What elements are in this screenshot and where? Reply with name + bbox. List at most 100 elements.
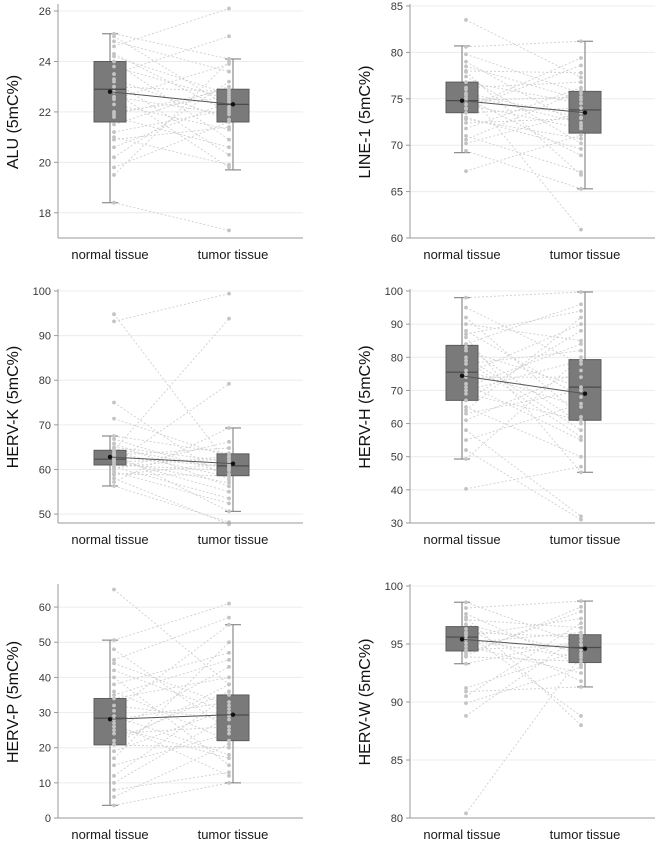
data-point-tumor <box>227 724 231 729</box>
y-tick-label: 70 <box>39 420 51 432</box>
data-point-normal <box>464 335 468 340</box>
data-point-tumor <box>579 368 583 373</box>
data-point-tumor <box>579 136 583 141</box>
paired-line <box>113 782 230 806</box>
paired-line <box>465 403 582 441</box>
data-point-tumor <box>579 375 583 380</box>
data-point-normal <box>464 689 468 694</box>
data-point-normal <box>464 295 468 300</box>
data-point-normal <box>112 102 116 107</box>
y-tick-label: 65 <box>391 187 403 199</box>
data-point-tumor <box>227 717 231 722</box>
data-point-tumor <box>579 395 583 399</box>
paired-line <box>113 35 230 108</box>
data-point-normal <box>112 54 116 59</box>
y-tick-label: 26 <box>39 6 51 18</box>
box-iqr <box>216 694 250 742</box>
paired-line <box>113 691 230 742</box>
data-point-tumor <box>227 501 231 506</box>
paired-line <box>113 56 230 95</box>
paired-line <box>465 356 582 431</box>
data-point-tumor <box>227 6 231 11</box>
mean-line <box>461 375 586 395</box>
data-point-tumor <box>579 106 583 110</box>
paired-line <box>113 662 230 706</box>
y-tick-label: 80 <box>39 375 51 387</box>
data-point-normal <box>464 322 468 327</box>
data-point-normal <box>464 169 468 174</box>
mean-dot <box>107 717 113 722</box>
data-point-normal <box>464 653 468 658</box>
paired-line <box>465 449 582 521</box>
mean-line <box>109 456 234 465</box>
data-point-tumor <box>579 514 583 519</box>
data-point-tumor <box>579 434 583 439</box>
paired-line <box>465 601 582 645</box>
data-point-tumor <box>579 116 583 121</box>
mean-dot <box>459 98 465 103</box>
data-point-tumor <box>579 80 583 84</box>
data-point-tumor <box>227 650 231 655</box>
data-point-tumor <box>227 489 231 494</box>
paired-line <box>465 118 582 140</box>
paired-line <box>113 452 230 478</box>
data-point-tumor <box>227 710 231 715</box>
data-point-normal <box>464 342 468 346</box>
data-point-tumor <box>579 97 583 102</box>
data-point-normal <box>112 447 116 451</box>
paired-line <box>113 443 230 487</box>
mean-dot <box>459 373 465 379</box>
data-point-tumor <box>579 227 583 232</box>
data-point-tumor <box>579 342 583 346</box>
paired-line <box>113 715 230 784</box>
data-point-normal <box>112 130 116 134</box>
paired-line <box>465 666 582 704</box>
mean-line <box>109 714 234 720</box>
data-point-tumor <box>227 763 231 768</box>
data-point-normal <box>464 74 468 79</box>
boxplot-svg: 50 60 70 80 90 100 normal tissue tumor tissue HE… <box>5 286 303 547</box>
data-point-normal <box>112 484 116 488</box>
data-point-normal <box>112 137 116 142</box>
data-point-normal <box>464 95 468 100</box>
y-tick-label: 30 <box>39 708 51 720</box>
y-tick-label: 40 <box>39 672 51 684</box>
paired-line <box>465 611 582 654</box>
paired-line <box>465 631 582 638</box>
paired-line <box>113 477 230 525</box>
data-point-normal <box>112 693 116 697</box>
data-point-tumor <box>227 69 231 74</box>
y-tick-label: 60 <box>391 233 403 245</box>
x-category-label: normal tissue <box>71 532 148 547</box>
data-point-tumor <box>579 616 583 621</box>
data-point-tumor <box>227 700 231 704</box>
paired-line <box>465 323 582 342</box>
data-point-tumor <box>579 464 583 469</box>
paired-line <box>465 323 582 375</box>
paired-line <box>113 705 230 721</box>
paired-line <box>465 466 582 490</box>
paired-line <box>113 427 230 483</box>
data-point-tumor <box>579 302 583 307</box>
data-point-tumor <box>579 621 583 626</box>
data-point-normal <box>464 391 468 396</box>
data-point-normal <box>464 93 468 97</box>
paired-line <box>113 126 230 141</box>
data-point-normal <box>112 84 116 89</box>
paired-line <box>113 318 230 451</box>
boxplot-svg: 30 40 50 60 70 80 90 100 normal tissue tumor tiss… <box>357 286 655 547</box>
data-point-tumor <box>227 682 231 687</box>
paired-line <box>465 317 582 418</box>
paired-line <box>465 389 582 415</box>
paired-line <box>113 641 230 759</box>
paired-line <box>113 40 230 73</box>
paired-line <box>465 606 582 657</box>
paired-line <box>113 722 230 777</box>
data-point-normal <box>112 458 116 463</box>
data-point-tumor <box>227 756 231 761</box>
data-point-tumor <box>579 308 583 313</box>
paired-line <box>465 57 582 109</box>
data-point-tumor <box>579 428 583 433</box>
paired-line <box>465 87 582 129</box>
x-category-label: tumor tissue <box>550 827 621 842</box>
